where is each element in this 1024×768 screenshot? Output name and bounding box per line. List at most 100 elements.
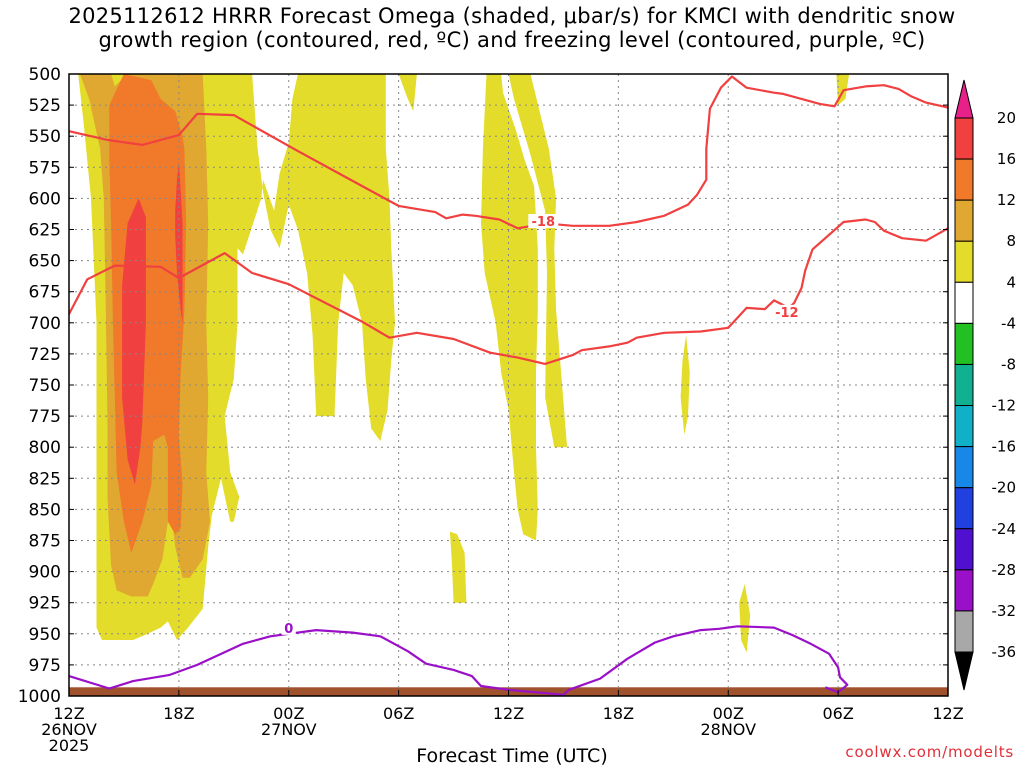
- y-tick-label-925: 925: [29, 594, 61, 614]
- colorbar-bottom-cap: [954, 651, 974, 691]
- omega-region-6: [680, 335, 690, 435]
- x-tick-line-18-0: 06Z: [383, 704, 414, 723]
- colorbar-bin-8: [954, 199, 974, 242]
- y-tick-label-675: 675: [29, 283, 61, 303]
- colorbar-bin--24: [954, 487, 974, 530]
- y-tick-label-825: 825: [29, 469, 61, 489]
- x-tick-line-36-1: 28NOV: [700, 720, 756, 739]
- y-tick-label-575: 575: [29, 158, 61, 178]
- colorbar-label--36: -36: [992, 643, 1017, 661]
- colorbar-top-cap: [954, 79, 974, 119]
- colorbar-bin-12: [954, 158, 974, 201]
- colorbar-label--8: -8: [1001, 355, 1016, 373]
- y-tick-label-650: 650: [29, 252, 61, 272]
- colorbar-bin--12: [954, 363, 974, 407]
- omega-region-0: [78, 74, 619, 640]
- contour-label-1: -12: [775, 306, 799, 321]
- y-tick-label-1000: 1000: [18, 687, 61, 707]
- x-tick-label-0: 12Z 26NOV 2025: [41, 704, 97, 755]
- y-tick-label-725: 725: [29, 345, 61, 365]
- colorbar-bin--8: [954, 322, 974, 365]
- source-credit: coolwx.com/modelts: [845, 743, 1014, 761]
- colorbar-bin-4: [954, 240, 974, 283]
- title-line-2: growth region (contoured, red, ºC) and f…: [98, 28, 926, 52]
- colorbar-label--12: -12: [992, 397, 1017, 415]
- y-tick-label-700: 700: [29, 314, 61, 334]
- colorbar-label-12: 12: [997, 191, 1016, 209]
- x-tick-line-24-0: 12Z: [493, 704, 524, 723]
- colorbar-label--20: -20: [992, 479, 1017, 497]
- x-tick-label-24: 12Z: [493, 704, 524, 723]
- x-tick-line-12-1: 27NOV: [261, 720, 317, 739]
- y-tick-label-600: 600: [29, 189, 61, 209]
- y-tick-label-525: 525: [29, 96, 61, 116]
- x-tick-line-0-1: 26NOV: [41, 720, 97, 739]
- y-tick-label-850: 850: [29, 500, 61, 520]
- contour-label-bg-0: [528, 214, 559, 229]
- y-tick-label-975: 975: [29, 656, 61, 676]
- omega-region-3: [122, 198, 146, 485]
- contour-label-bg-2: [281, 620, 296, 635]
- contour-line-2: [68, 625, 849, 696]
- x-tick-label-12: 00Z 27NOV: [261, 704, 317, 739]
- omega-region-4: [175, 161, 183, 323]
- y-tick-label-950: 950: [29, 625, 61, 645]
- x-tick-label-42: 06Z: [822, 704, 853, 723]
- colorbar-bin-16: [954, 117, 974, 160]
- y-tick-label-800: 800: [29, 438, 61, 458]
- temperature-contours: -18 -12 0: [68, 75, 949, 696]
- y-tick-label-750: 750: [29, 376, 61, 396]
- contour-line-1: [68, 218, 949, 365]
- omega-region-7: [739, 584, 751, 653]
- y-tick-label-500: 500: [29, 65, 61, 85]
- contour-label-0: -18: [532, 215, 556, 230]
- contour-label-2: 0: [284, 622, 293, 637]
- title-line-1: 2025112612 HRRR Forecast Omega (shaded, …: [68, 4, 956, 28]
- y-tick-label-550: 550: [29, 127, 61, 147]
- colorbar-bin--32: [954, 569, 974, 612]
- y-tick-label-875: 875: [29, 532, 61, 552]
- colorbar-label--24: -24: [992, 520, 1017, 538]
- pressure-axis: 500 525 550 575 600 625 650 675 700 725 750 775 800 8…: [18, 65, 948, 707]
- x-tick-label-36: 00Z 28NOV: [700, 704, 756, 739]
- x-tick-line-6-0: 18Z: [163, 704, 194, 723]
- colorbar-label--4: -4: [1001, 314, 1016, 332]
- colorbar-bin--20: [954, 446, 974, 489]
- x-tick-line-48-0: 12Z: [932, 704, 963, 723]
- colorbar-bin--16: [954, 405, 974, 448]
- y-tick-label-775: 775: [29, 407, 61, 427]
- x-tick-line-36-0: 00Z: [713, 704, 744, 723]
- colorbar-bin--36: [954, 610, 974, 653]
- colorbar-bin--4: [954, 281, 974, 324]
- colorbar-label-20: 20: [997, 109, 1016, 127]
- y-tick-label-625: 625: [29, 221, 61, 241]
- x-tick-line-42-0: 06Z: [822, 704, 853, 723]
- x-tick-label-18: 06Z: [383, 704, 414, 723]
- x-tick-line-0-2: 2025: [49, 736, 90, 755]
- colorbar-label--28: -28: [992, 561, 1017, 579]
- x-tick-line-0-0: 12Z: [53, 704, 84, 723]
- omega-colorbar: 20 16 12 8 4 -4 -8 -12 -16 -20 -24 -28 -32 -36: [954, 79, 1017, 691]
- omega-region-2: [109, 74, 187, 553]
- colorbar-label--32: -32: [992, 602, 1017, 620]
- omega-shading: [78, 74, 850, 653]
- colorbar-label-16: 16: [997, 150, 1016, 168]
- colorbar-label--16: -16: [992, 438, 1017, 456]
- contour-label-bg-1: [771, 304, 802, 319]
- grid-lines: [69, 74, 948, 696]
- colorbar-label-4: 4: [1006, 273, 1016, 291]
- x-tick-label-30: 18Z: [603, 704, 634, 723]
- x-tick-label-6: 18Z: [163, 704, 194, 723]
- omega-region-5: [449, 531, 467, 603]
- colorbar-bin--28: [954, 528, 974, 571]
- x-tick-label-48: 12Z: [932, 704, 963, 723]
- x-tick-line-30-0: 18Z: [603, 704, 634, 723]
- contour-line-0: [68, 75, 949, 230]
- chart-title: 2025112612 HRRR Forecast Omega (shaded, …: [0, 4, 1024, 52]
- x-tick-line-12-0: 00Z: [273, 704, 304, 723]
- x-axis-label: Forecast Time (UTC): [416, 745, 608, 767]
- colorbar-label-8: 8: [1006, 232, 1016, 250]
- y-tick-label-900: 900: [29, 563, 61, 583]
